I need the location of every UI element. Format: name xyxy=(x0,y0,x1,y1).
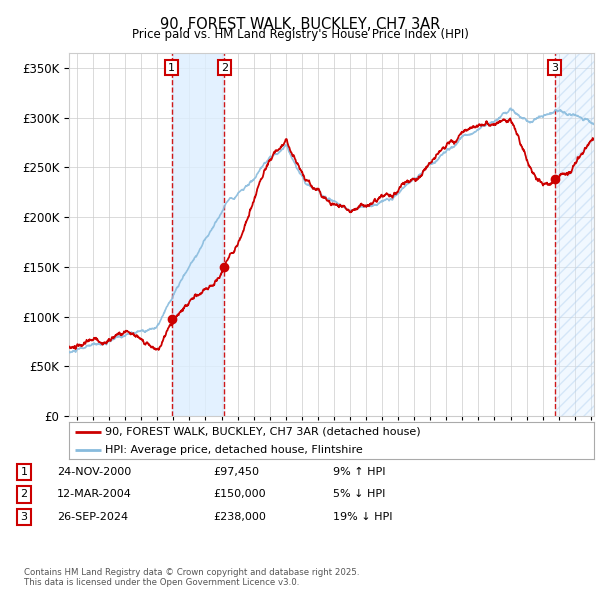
Text: Price paid vs. HM Land Registry's House Price Index (HPI): Price paid vs. HM Land Registry's House … xyxy=(131,28,469,41)
Text: 24-NOV-2000: 24-NOV-2000 xyxy=(57,467,131,477)
Text: 3: 3 xyxy=(20,512,28,522)
Text: 26-SEP-2024: 26-SEP-2024 xyxy=(57,512,128,522)
Text: HPI: Average price, detached house, Flintshire: HPI: Average price, detached house, Flin… xyxy=(105,445,362,455)
Bar xyxy=(172,53,224,416)
Text: 5% ↓ HPI: 5% ↓ HPI xyxy=(333,490,385,499)
Text: £238,000: £238,000 xyxy=(213,512,266,522)
Text: 3: 3 xyxy=(551,63,558,73)
Text: £97,450: £97,450 xyxy=(213,467,259,477)
Text: 1: 1 xyxy=(168,63,175,73)
Text: Contains HM Land Registry data © Crown copyright and database right 2025.
This d: Contains HM Land Registry data © Crown c… xyxy=(24,568,359,587)
Text: £150,000: £150,000 xyxy=(213,490,266,499)
Text: 12-MAR-2004: 12-MAR-2004 xyxy=(57,490,132,499)
Text: 90, FOREST WALK, BUCKLEY, CH7 3AR (detached house): 90, FOREST WALK, BUCKLEY, CH7 3AR (detac… xyxy=(105,427,421,437)
Text: 9% ↑ HPI: 9% ↑ HPI xyxy=(333,467,386,477)
Text: 19% ↓ HPI: 19% ↓ HPI xyxy=(333,512,392,522)
Text: 1: 1 xyxy=(20,467,28,477)
Text: 2: 2 xyxy=(20,490,28,499)
Bar xyxy=(554,53,594,416)
Text: 2: 2 xyxy=(221,63,228,73)
Text: 90, FOREST WALK, BUCKLEY, CH7 3AR: 90, FOREST WALK, BUCKLEY, CH7 3AR xyxy=(160,17,440,31)
